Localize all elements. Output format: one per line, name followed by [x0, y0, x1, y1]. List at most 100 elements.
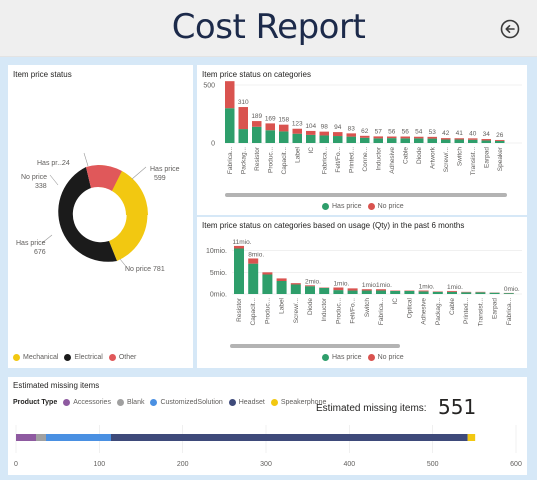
legend-no-price-2[interactable]: No price — [367, 354, 404, 361]
chart1-bar-has-price[interactable] — [319, 135, 330, 143]
chart1-bar-has-price[interactable] — [427, 138, 438, 143]
chart1-bar-no-price[interactable] — [481, 139, 492, 141]
chart1-bar-no-price[interactable] — [468, 138, 478, 140]
chart1-bar-no-price[interactable] — [360, 135, 370, 138]
legend-blank[interactable]: Blank — [116, 399, 144, 406]
chart1-bar-no-price[interactable] — [414, 136, 424, 139]
chart2-bar-has-price[interactable] — [418, 291, 429, 294]
chart1-bar-no-price[interactable] — [292, 128, 303, 134]
categories-chart-scrollbar[interactable] — [225, 193, 507, 197]
chart2-bar-has-price[interactable] — [503, 293, 514, 294]
chart1-bar-has-price[interactable] — [414, 138, 424, 143]
chart1-bar-has-price[interactable] — [373, 138, 384, 143]
chart2-bar-no-price[interactable] — [347, 288, 358, 291]
chart1-bar-no-price[interactable] — [225, 81, 235, 109]
donut-slice-other[interactable] — [86, 165, 98, 188]
chart3-segment-blank[interactable] — [36, 434, 46, 441]
legend-has-price-2[interactable]: Has price — [322, 354, 362, 361]
chart2-bar-has-price[interactable] — [290, 284, 301, 294]
chart1-bar-has-price[interactable] — [252, 126, 262, 143]
chart2-bar-no-price[interactable] — [418, 290, 429, 292]
chart2-bar-has-price[interactable] — [234, 248, 244, 295]
chart1-bar-has-price[interactable] — [360, 137, 370, 143]
chart2-bar-has-price[interactable] — [461, 292, 472, 294]
chart1-bar-has-price[interactable] — [279, 131, 289, 143]
chart1-bar-has-price[interactable] — [481, 140, 492, 143]
chart2-bar-has-price[interactable] — [489, 292, 500, 294]
chart1-bar-has-price[interactable] — [495, 140, 505, 143]
legend-has-price[interactable]: Has price — [322, 203, 362, 210]
chart1-bar-has-price[interactable] — [454, 139, 465, 143]
chart2-bar-has-price[interactable] — [376, 290, 386, 294]
chart3-segment-accessories[interactable] — [16, 434, 36, 441]
chart1-bar-no-price[interactable] — [346, 133, 357, 137]
usage-bar-chart[interactable]: 10mio. 5mio. 0mio. 11mio. Resistor 8mio. Capac… — [197, 231, 527, 361]
chart1-bar-no-price[interactable] — [279, 124, 289, 132]
legend-speakerphone[interactable]: Speakerphone — [270, 399, 326, 406]
chart1-bar-has-price[interactable] — [400, 138, 411, 143]
legend-item-mechanical[interactable]: Mechanical — [13, 354, 58, 361]
categories-bar-chart[interactable]: 5000533Fabrica...310Packag...189Resistor… — [197, 81, 527, 211]
chart1-bar-no-price[interactable] — [441, 138, 451, 140]
chart2-bar-no-price[interactable] — [290, 283, 301, 285]
chart1-bar-no-price[interactable] — [454, 138, 465, 140]
chart1-bar-has-price[interactable] — [292, 133, 303, 143]
chart2-bar-has-price[interactable] — [262, 274, 273, 295]
donut-slice-other-extra[interactable] — [98, 164, 122, 191]
chart1-bar-has-price[interactable] — [265, 130, 276, 143]
chart1-bar-no-price[interactable] — [387, 136, 397, 139]
chart2-bar-no-price[interactable] — [361, 289, 372, 291]
donut-chart[interactable]: Has price 599 Has pr... 24 No price 338 … — [8, 65, 193, 355]
chart2-bar-has-price[interactable] — [475, 292, 486, 294]
chart1-bar-has-price[interactable] — [346, 136, 357, 143]
chart2-bar-has-price[interactable] — [248, 263, 259, 294]
chart1-bar-has-price[interactable] — [306, 134, 316, 143]
chart3-segment-customizedsolution[interactable] — [46, 434, 111, 441]
chart1-bar-has-price[interactable] — [333, 136, 343, 143]
chart2-bar-no-price[interactable] — [447, 290, 457, 292]
chart1-bar-has-price[interactable] — [238, 129, 249, 143]
legend-item-other[interactable]: Other — [108, 354, 136, 361]
chart2-bar-has-price[interactable] — [333, 290, 344, 294]
chart3-segment-headset[interactable] — [111, 434, 468, 441]
chart1-bar-has-price[interactable] — [441, 139, 451, 143]
legend-customized[interactable]: CustomizedSolution — [150, 399, 223, 406]
chart2-bar-has-price[interactable] — [305, 286, 315, 294]
chart2-bar-no-price[interactable] — [333, 287, 344, 291]
chart1-bar-no-price[interactable] — [400, 136, 411, 139]
chart2-bar-has-price[interactable] — [319, 287, 330, 294]
chart1-bar-no-price[interactable] — [252, 121, 262, 127]
chart2-bar-has-price[interactable] — [432, 291, 443, 294]
chart2-bar-has-price[interactable] — [361, 290, 372, 294]
chart2-bar-has-price[interactable] — [347, 290, 358, 294]
chart1-bar-no-price[interactable] — [265, 123, 276, 131]
chart2-bar-no-price[interactable] — [248, 258, 259, 264]
chart1-bar-has-price[interactable] — [387, 138, 397, 143]
chart1-bar-no-price[interactable] — [373, 136, 384, 139]
legend-item-electrical[interactable]: Electrical — [64, 354, 103, 361]
missing-items-stacked-bar[interactable]: 0 100 200 300 400 500 600 — [8, 423, 527, 473]
chart1-bar-no-price[interactable] — [238, 107, 249, 130]
chart2-bar-has-price[interactable] — [390, 290, 401, 294]
chart2-bar-no-price[interactable] — [234, 245, 244, 249]
chart1-bar-no-price[interactable] — [495, 139, 505, 141]
chart2-bar-has-price[interactable] — [404, 290, 415, 294]
legend-headset[interactable]: Headset — [228, 399, 265, 406]
chart2-bar-has-price[interactable] — [447, 291, 457, 294]
chart1-bar-no-price[interactable] — [333, 132, 343, 137]
donut-slice-electrical[interactable] — [58, 167, 117, 262]
chart1-bar-has-price[interactable] — [468, 139, 478, 143]
chart3-segment-speakerphone[interactable] — [467, 434, 476, 441]
legend-no-price[interactable]: No price — [367, 203, 404, 210]
usage-chart-scrollbar[interactable] — [230, 344, 400, 348]
legend-accessories[interactable]: Accessories — [63, 399, 111, 406]
chart2-bar-no-price[interactable] — [276, 278, 287, 281]
chart2-bar-no-price[interactable] — [376, 289, 386, 291]
chart2-bar-no-price[interactable] — [305, 285, 315, 287]
chart1-bar-no-price[interactable] — [306, 130, 316, 135]
chart1-bar-no-price[interactable] — [319, 131, 330, 136]
chart2-bar-has-price[interactable] — [276, 281, 287, 294]
chart1-bar-no-price[interactable] — [427, 136, 438, 139]
arrow-left-circle-icon[interactable] — [500, 19, 520, 39]
chart1-bar-has-price[interactable] — [225, 108, 235, 143]
